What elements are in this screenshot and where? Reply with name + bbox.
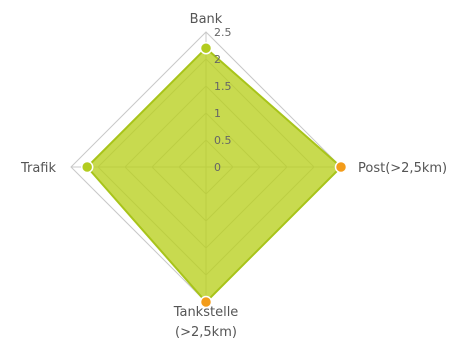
axis-label-1: Post(>2,5km) [358,161,447,176]
data-point-0 [199,41,213,55]
tick-label-3: 1.5 [214,80,232,93]
axis-label-3: Trafik [20,161,57,176]
axis-label-2: Tankstelle (>2,5km) [173,305,239,340]
radial-tick-labels: 0 0.5 1 1.5 2 2.5 [214,26,232,174]
tick-label-2: 1 [214,107,221,120]
tick-label-1: 0.5 [214,134,232,147]
data-point-3 [80,160,94,174]
axis-label-3-line-0: Trafik [20,161,57,176]
tick-label-5: 2.5 [214,26,232,39]
data-point-1 [334,160,348,174]
axis-label-1-line-0: Post(>2,5km) [358,161,447,176]
axis-label-0-line-0: Bank [190,12,223,27]
axis-label-2-line-0: Tankstelle [173,305,239,320]
data-points [80,41,348,309]
axis-label-0: Bank [190,12,223,27]
axis-label-2-line-1: (>2,5km) [175,325,237,340]
tick-label-4: 2 [214,53,221,66]
tick-label-0: 0 [214,161,221,174]
data-point-2 [199,295,213,309]
axis-labels: Bank Post(>2,5km) Tankstelle (>2,5km) Trafik [20,12,447,340]
